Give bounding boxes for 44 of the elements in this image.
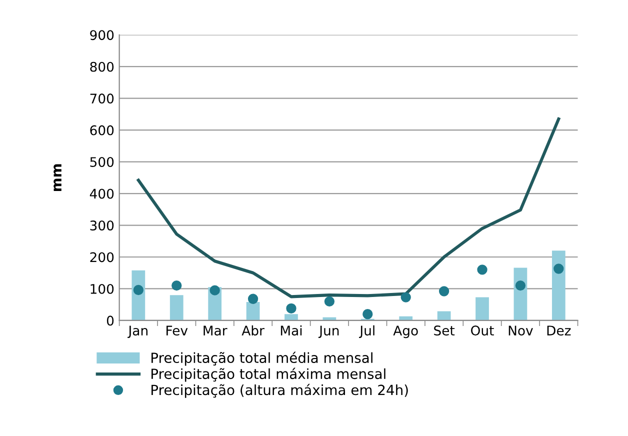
- legend-label: Precipitação total média mensal: [152, 352, 372, 366]
- legend-label: Precipitação total máxima mensal: [152, 368, 386, 382]
- x-tick-label: Ago: [393, 326, 418, 338]
- bar: [476, 297, 489, 320]
- y-tick-label: 0: [106, 316, 114, 326]
- point: [477, 264, 488, 275]
- y-tick-label: 600: [90, 125, 114, 136]
- point: [210, 285, 220, 296]
- point: [515, 280, 526, 291]
- point: [324, 296, 335, 307]
- y-tick-label: 400: [90, 188, 114, 199]
- y-tick-label: 500: [90, 157, 114, 168]
- y-tick-label: 900: [90, 30, 114, 40]
- bar: [552, 250, 566, 320]
- bar: [284, 314, 298, 320]
- legend-label: Precipitação (altura máxima em 24h): [152, 384, 408, 398]
- x-tick-label: Fev: [166, 326, 188, 336]
- bar: [437, 311, 451, 320]
- point: [362, 309, 373, 320]
- y-tick-label: 700: [90, 94, 114, 104]
- point: [438, 286, 450, 296]
- x-tick-label: Mar: [204, 326, 228, 336]
- point: [172, 280, 182, 291]
- x-tick-label: Abr: [242, 325, 264, 336]
- y-axis-title: mm: [54, 164, 62, 191]
- y-tick-label: 300: [90, 220, 114, 230]
- bar: [246, 302, 260, 320]
- x-tick-label: Jun: [318, 326, 339, 338]
- point: [133, 284, 144, 296]
- y-tick-label: 100: [90, 284, 114, 294]
- bar: [170, 295, 184, 320]
- point: [400, 292, 411, 302]
- x-tick-label: Set: [434, 326, 455, 336]
- x-tick-label: Out: [471, 326, 494, 336]
- y-tick-label: 800: [90, 62, 114, 72]
- point: [554, 264, 564, 274]
- x-tick-label: Nov: [508, 326, 533, 336]
- point: [248, 294, 258, 304]
- point: [286, 303, 296, 314]
- x-tick-label: Jul: [359, 325, 374, 338]
- x-tick-label: Dez: [547, 326, 571, 336]
- y-tick-label: 200: [90, 252, 114, 262]
- x-tick-label: Jan: [128, 326, 148, 338]
- x-tick-label: Mai: [280, 325, 302, 336]
